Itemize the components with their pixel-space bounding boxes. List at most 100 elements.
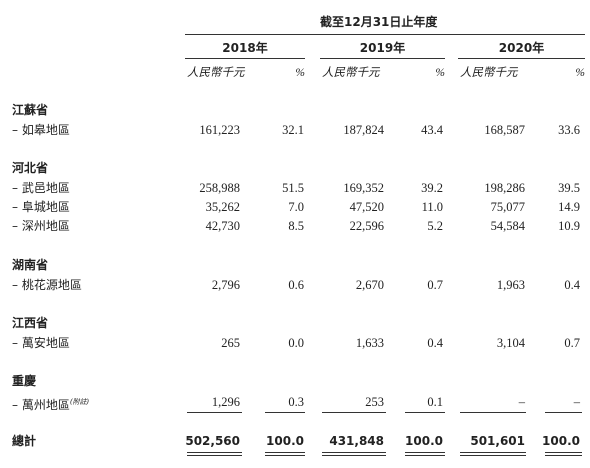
rule [187, 452, 242, 453]
header-title: 截至12月31日止年度 [320, 15, 438, 29]
rule [405, 452, 445, 453]
cell: 0.4 [564, 278, 580, 292]
cell: 11.0 [421, 200, 443, 214]
cell: 168,587 [484, 123, 525, 137]
rule [545, 412, 582, 413]
cell: 1,296 [211, 395, 240, 409]
rule [460, 412, 526, 413]
cell: 51.5 [282, 181, 304, 195]
year-label: 2018年 [222, 41, 268, 55]
unit-label: 人民幣千元 [187, 67, 245, 79]
cell: 14.9 [558, 200, 580, 214]
cell: 2,796 [211, 278, 240, 292]
cell: 161,223 [199, 123, 240, 137]
unit-label: 人民幣千元 [460, 67, 518, 79]
rule [185, 58, 305, 59]
cell: 501,601 [470, 434, 525, 448]
row-label: – 阜城地區 [12, 199, 70, 215]
group-name: 江西省 [12, 316, 49, 330]
cell: 100.0 [266, 434, 304, 448]
cell: 2,670 [355, 278, 384, 292]
cell: 22,596 [349, 219, 384, 233]
row-label: – 桃花源地區 [12, 277, 82, 293]
cell: 5.2 [427, 219, 443, 233]
cell: 43.4 [421, 123, 443, 137]
rule [460, 452, 526, 453]
cell: 253 [365, 395, 384, 409]
group-name: 湖南省 [12, 258, 49, 272]
rule [265, 455, 305, 456]
row-label: – 萬州地區(附註) [12, 394, 89, 413]
cell: 42,730 [205, 219, 240, 233]
group-name: 重慶 [12, 374, 37, 388]
cell: 169,352 [343, 181, 384, 195]
cell: 0.3 [288, 395, 304, 409]
label-text: – 如皋地區 [12, 123, 70, 137]
cell: 1,963 [496, 278, 525, 292]
cell: – [518, 395, 525, 409]
cell: 39.2 [421, 181, 443, 195]
cell: 0.7 [427, 278, 443, 292]
row-label: – 如皋地區 [12, 122, 70, 138]
cell: 0.1 [427, 395, 443, 409]
cell: 10.9 [558, 219, 580, 233]
label-text: – 阜城地區 [12, 200, 70, 214]
label-text: – 武邑地區 [12, 181, 70, 195]
label-text: – 桃花源地區 [12, 278, 82, 292]
cell: 187,824 [343, 123, 384, 137]
rule [265, 412, 305, 413]
unit-label: % [435, 67, 445, 79]
cell: 35,262 [205, 200, 240, 214]
cell: 32.1 [282, 123, 304, 137]
rule [458, 58, 585, 59]
rule [545, 452, 582, 453]
cell: 198,286 [484, 181, 525, 195]
cell: 47,520 [349, 200, 384, 214]
cell: 258,988 [199, 181, 240, 195]
cell: 265 [221, 336, 240, 350]
rule [265, 452, 305, 453]
cell: 0.0 [288, 336, 304, 350]
rule [322, 412, 386, 413]
cell: 8.5 [288, 219, 304, 233]
unit-label: 人民幣千元 [322, 67, 380, 79]
rule [322, 455, 386, 456]
cell: 33.6 [558, 123, 580, 137]
rule [405, 455, 445, 456]
cell: 7.0 [288, 200, 304, 214]
group-name: 江蘇省 [12, 103, 49, 117]
cell: – [573, 395, 580, 409]
label-text: – 萬州地區 [12, 398, 70, 412]
cell: 0.6 [288, 278, 304, 292]
rule [460, 455, 526, 456]
year-label: 2020年 [498, 41, 545, 55]
rule [322, 452, 386, 453]
cell: 1,633 [355, 336, 384, 350]
rule [320, 58, 445, 59]
rule [545, 455, 582, 456]
unit-label: % [575, 67, 585, 79]
rule [187, 455, 242, 456]
cell: 39.5 [558, 181, 580, 195]
cell: 100.0 [542, 434, 580, 448]
rule [187, 412, 242, 413]
cell: 100.0 [405, 434, 443, 448]
row-label: – 深州地區 [12, 218, 70, 234]
cell: 3,104 [496, 336, 525, 350]
rule [185, 34, 585, 35]
row-label: – 萬安地區 [12, 335, 70, 351]
cell: 502,560 [185, 434, 240, 448]
year-label: 2019年 [359, 41, 406, 55]
cell: 431,848 [329, 434, 384, 448]
group-name: 河北省 [12, 161, 49, 175]
total-label: 總計 [12, 434, 37, 448]
cell: 54,584 [490, 219, 525, 233]
cell: 0.4 [427, 336, 443, 350]
label-text: – 萬安地區 [12, 336, 70, 350]
note-mark: (附註) [69, 398, 90, 406]
rule [405, 412, 445, 413]
unit-label: % [295, 67, 305, 79]
cell: 75,077 [490, 200, 525, 214]
cell: 0.7 [564, 336, 580, 350]
